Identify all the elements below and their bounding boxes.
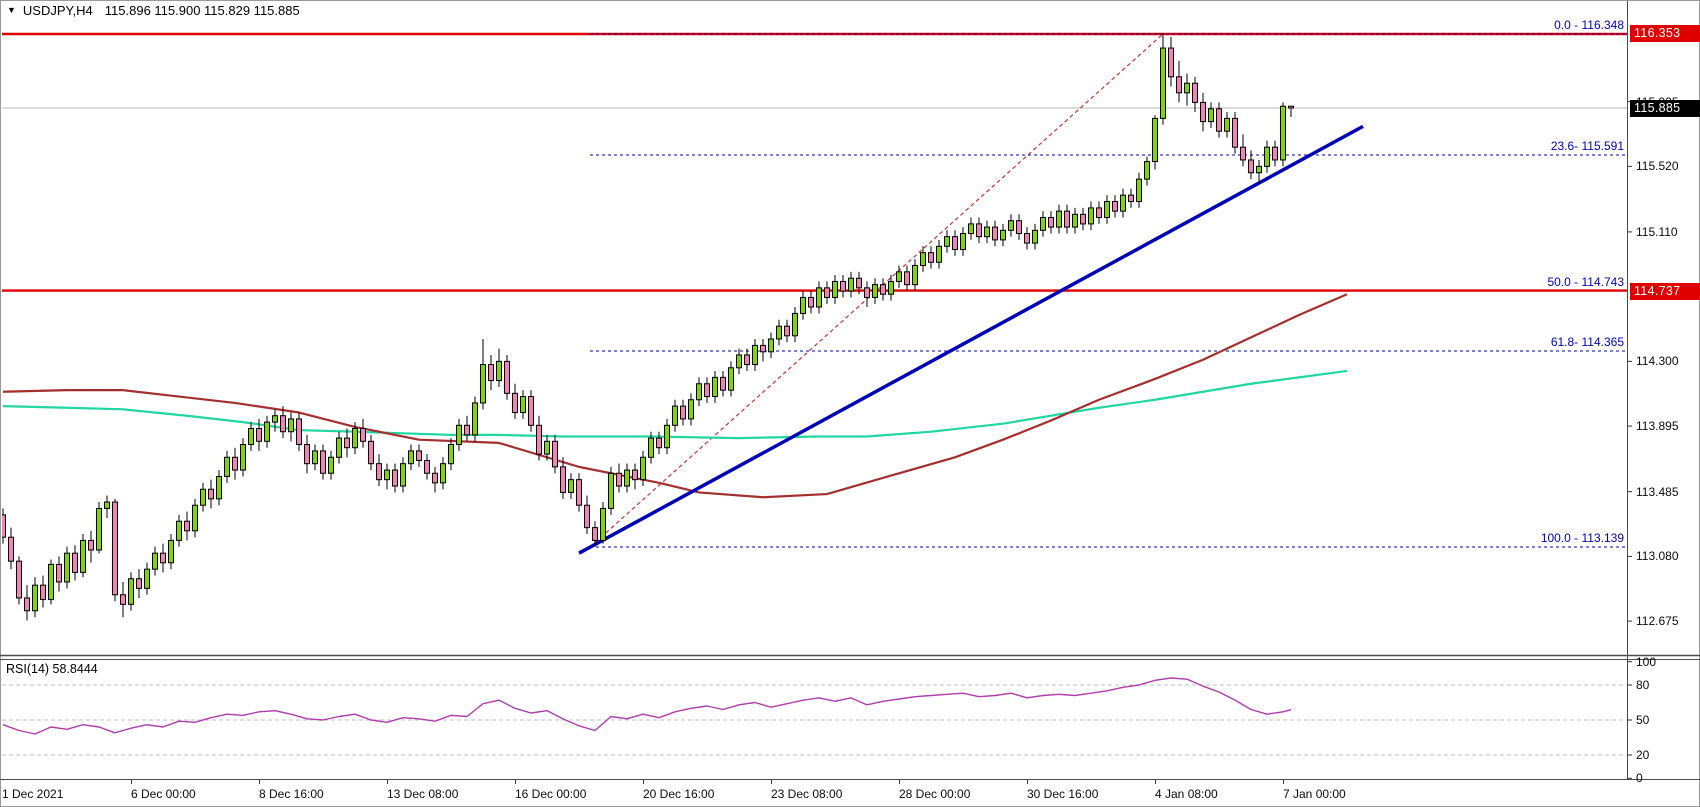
symbol-label: USDJPY,H4 (22, 3, 93, 18)
rsi-tick-label: 0 (1636, 771, 1643, 786)
main-chart-pane[interactable] (2, 20, 1627, 656)
time-tick-label: 30 Dec 16:00 (1027, 787, 1099, 801)
price-tick-label: 113.485 (1636, 484, 1679, 499)
symbol-dropdown-icon[interactable]: ▼ (7, 5, 16, 15)
time-tick-label: 6 Dec 00:00 (131, 787, 196, 801)
rsi-pane[interactable] (2, 660, 1627, 780)
fib-label-3[interactable]: 61.8- 114.365 (1550, 334, 1624, 349)
price-tick-label: 114.300 (1636, 354, 1679, 369)
time-tick-label: 23 Dec 08:00 (771, 787, 843, 801)
current-price-badge: 115.885 (1630, 99, 1700, 117)
time-tick-label: 7 Jan 00:00 (1283, 787, 1346, 801)
time-tick-label: 8 Dec 16:00 (259, 787, 324, 801)
rsi-indicator-label: RSI(14) 58.8444 (6, 662, 98, 676)
fib-label-0[interactable]: 0.0 - 116.348 (1554, 18, 1624, 32)
fib-label-4[interactable]: 100.0 - 113.139 (1540, 530, 1624, 545)
time-tick-label: 4 Jan 08:00 (1155, 787, 1218, 801)
high-price-badge: 116.353 (1630, 24, 1700, 42)
fib-label-2[interactable]: 50.0 - 114.743 (1547, 274, 1624, 289)
time-tick-label: 1 Dec 2021 (2, 787, 64, 801)
price-tick-label: 115.110 (1636, 224, 1678, 239)
fib-label-1[interactable]: 23.6- 115.591 (1550, 139, 1624, 153)
time-tick-label: 13 Dec 08:00 (387, 787, 459, 801)
price-tick-label: 112.675 (1636, 614, 1679, 629)
ohlc-quote-values: 115.896 115.900 115.829 115.885 (104, 3, 300, 18)
price-tick-label: 113.080 (1636, 549, 1679, 564)
price-tick-label: 113.895 (1636, 419, 1679, 434)
level-price-badge: 114.737 (1630, 283, 1700, 301)
time-tick-label: 28 Dec 00:00 (899, 787, 971, 801)
rsi-tick-label: 50 (1636, 713, 1650, 727)
rsi-tick-label: 80 (1636, 678, 1650, 692)
quote-info-line: ▼ USDJPY,H4 115.896 115.900 115.829 115.88… (7, 3, 300, 18)
rsi-tick-label: 20 (1636, 748, 1650, 762)
rsi-tick-label: 100 (1636, 654, 1657, 669)
time-tick-label: 16 Dec 00:00 (515, 787, 587, 801)
time-tick-label: 20 Dec 16:00 (643, 787, 715, 801)
price-tick-label: 115.520 (1636, 159, 1679, 174)
time-axis[interactable] (0, 781, 1700, 807)
